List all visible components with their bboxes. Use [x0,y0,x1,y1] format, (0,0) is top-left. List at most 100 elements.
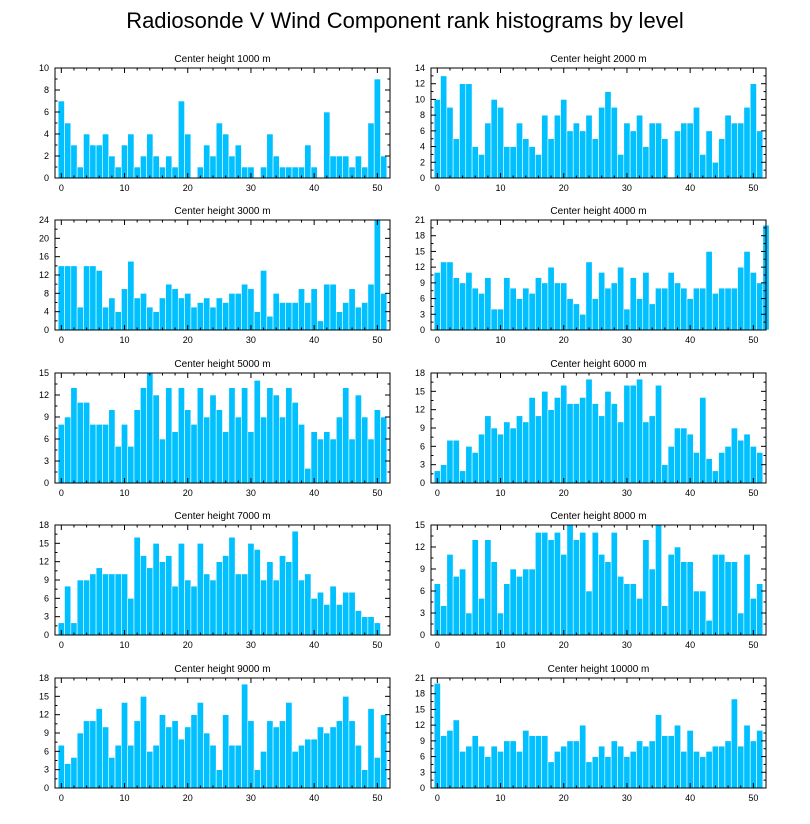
bar-rank-25 [591,298,599,331]
bar-rank-50 [373,219,381,331]
histogram-panel-8: Center height 8000 m 0 10 20 30 40 50 0 3 6 9 12 15 [415,511,767,650]
bar-rank-12 [133,536,141,636]
bar-rank-27 [228,155,236,179]
bar-rank-48 [737,612,745,636]
x-tick-label: 30 [622,335,632,345]
bar-rank-43 [329,726,337,789]
bar-rank-42 [699,287,707,331]
bar-rank-21 [566,740,574,789]
bar-rank-25 [591,756,599,789]
bar-rank-2 [446,439,454,484]
bar-rank-26 [222,133,230,179]
bar-rank-9 [114,446,122,484]
bar-rank-15 [152,394,160,484]
y-tick-label: 0 [44,325,49,335]
bar-rank-44 [335,311,343,331]
bar-rank-26 [598,106,606,179]
histogram-panel-4: Center height 4000 m 0 10 20 30 40 50 0 3 6 9 12 15 1… [415,206,770,345]
y-tick-label: 3 [420,309,425,319]
bar-rank-18 [547,409,555,484]
bar-rank-14 [146,133,154,179]
y-tick-label: 10 [415,94,425,104]
y-tick-label: 2 [420,157,425,167]
histogram-panel-6: Center height 6000 m 0 10 20 30 40 50 0 3 6 9 12 15 1… [415,359,767,498]
y-tick-label: 14 [415,63,425,73]
x-tick-label: 30 [622,793,632,803]
panel-title: Center height 9000 m [174,664,270,675]
bar-rank-46 [724,740,732,789]
bar-rank-7 [102,424,110,484]
bar-rank-36 [285,702,293,789]
bar-rank-6 [471,539,479,636]
bar-rank-34 [272,293,280,331]
bar-rank-38 [674,282,681,331]
bar-rank-39 [304,144,312,179]
bar-rank-36 [285,387,293,484]
y-tick-label: 6 [44,107,49,117]
bar-rank-24 [585,590,593,636]
bar-rank-42 [699,756,707,789]
panel-title: Center height 10000 m [548,664,650,675]
bar-rank-34 [648,740,656,789]
x-tick-label: 50 [748,793,758,803]
x-tick-label: 0 [435,793,440,803]
bar-rank-7 [102,726,110,789]
bar-rank-37 [667,446,675,484]
bar-rank-21 [190,424,198,484]
bar-rank-47 [730,122,738,179]
bar-rank-1 [64,763,72,789]
bar-rank-42 [699,154,707,179]
bar-rank-16 [158,714,166,789]
bar-rank-12 [133,297,141,331]
bar-rank-8 [484,122,492,179]
bar-rank-47 [730,287,738,331]
bar-rank-15 [528,293,536,331]
histogram-panel-9: Center height 9000 m 0 10 20 30 40 50 0 3 6 9 12 15 1… [39,664,391,803]
bar-rank-43 [705,130,713,179]
bar-rank-49 [367,708,375,789]
bar-rank-40 [310,598,318,636]
bar-rank-38 [298,288,305,331]
bar-rank-49 [367,438,375,484]
bar-rank-10 [121,288,128,331]
bar-rank-11 [503,583,511,636]
bar-rank-45 [342,302,350,331]
bar-rank-35 [655,287,663,331]
bar-rank-24 [585,378,593,484]
bar-rank-13 [516,298,523,331]
bar-rank-51 [756,282,764,331]
y-tick-label: 6 [420,126,425,136]
histogram-panel-5: Center height 5000 m 0 10 20 30 40 50 0 3 6 9 12 15 [39,359,391,498]
bar-rank-17 [541,735,549,789]
bar-rank-43 [705,251,713,331]
x-tick-label: 10 [496,335,506,345]
bar-rank-46 [348,288,356,331]
bar-rank-18 [171,431,179,484]
bar-rank-13 [516,576,523,636]
bar-rank-10 [497,433,504,484]
bar-rank-31 [253,311,261,331]
bar-rank-35 [279,555,287,636]
bar-rank-28 [610,106,618,179]
bar-rank-43 [329,155,337,179]
bar-rank-14 [522,730,530,789]
bar-rank-22 [196,387,204,484]
bar-rank-32 [636,740,644,789]
bar-rank-4 [83,720,91,789]
bar-rank-9 [490,427,498,484]
bar-rank-43 [705,751,713,789]
bar-rank-35 [655,524,663,636]
bar-rank-30 [623,122,631,179]
bar-rank-44 [711,554,719,636]
y-tick-label: 18 [415,368,425,378]
bar-rank-1 [64,265,72,331]
histogram-panel-10: Center height 10000 m 0 10 20 30 40 50 0 3 6 9 12 15… [415,664,767,803]
y-tick-label: 4 [420,142,425,152]
bar-rank-12 [509,146,517,179]
y-tick-label: 10 [39,63,49,73]
bar-rank-11 [127,260,135,331]
bar-rank-14 [146,567,154,636]
bar-rank-37 [667,554,675,636]
x-tick-label: 40 [309,183,319,193]
bar-rank-37 [291,166,299,179]
